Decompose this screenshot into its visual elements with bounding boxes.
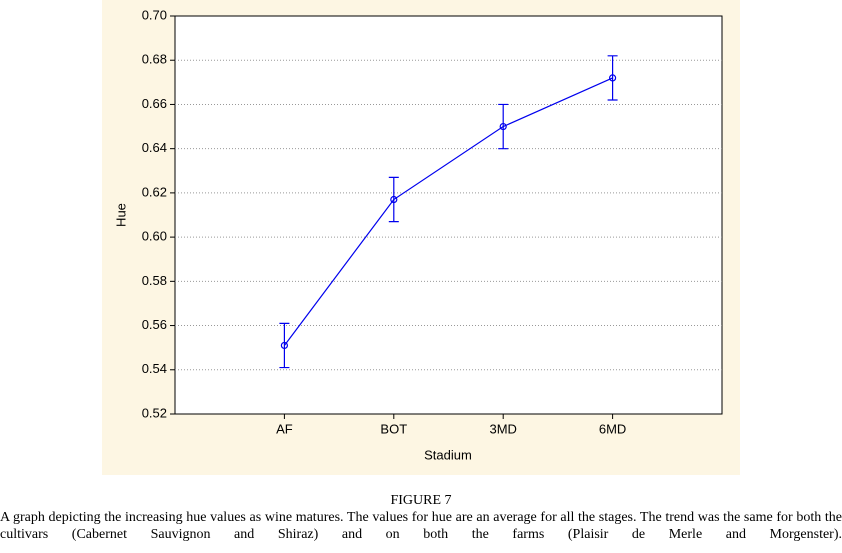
y-tick-label: 0.60 [142, 229, 167, 244]
y-tick-label: 0.68 [142, 52, 167, 67]
x-axis-label: Stadium [424, 447, 472, 462]
y-tick-label: 0.62 [142, 184, 167, 199]
point [280, 341, 288, 350]
y-axis-label: Hue [113, 203, 128, 227]
error-bar [607, 55, 618, 101]
point [608, 74, 617, 82]
point [390, 195, 398, 204]
y-tick-label: 0.54 [142, 361, 167, 376]
y-tick-label: 0.64 [142, 140, 167, 155]
figure-caption: A graph depicting the increasing hue val… [0, 510, 842, 542]
x-tick-label: 3MD [489, 421, 516, 436]
figure-label: FIGURE 7 [390, 493, 452, 508]
chart: Hue Stadium 0.52 0.54 0.56 0.58 0.60 0.62 0.64… [102, 0, 740, 475]
error-bar [279, 322, 290, 369]
point [499, 122, 507, 131]
y-tick-label: 0.52 [142, 405, 167, 420]
y-tick-label: 0.66 [142, 96, 167, 111]
error-bar [498, 103, 509, 150]
x-tick-label: 6MD [599, 421, 626, 436]
error-bar [388, 176, 399, 223]
y-tick-label: 0.70 [142, 7, 167, 22]
x-tick-label: BOT [380, 421, 407, 436]
y-tick-label: 0.58 [142, 273, 167, 288]
caption: FIGURE 7 A graph depicting the increasin… [0, 492, 842, 543]
line [283, 77, 613, 346]
plot-area [174, 15, 723, 415]
x-tick-label: AF [276, 421, 293, 436]
y-tick-label: 0.56 [142, 317, 167, 332]
